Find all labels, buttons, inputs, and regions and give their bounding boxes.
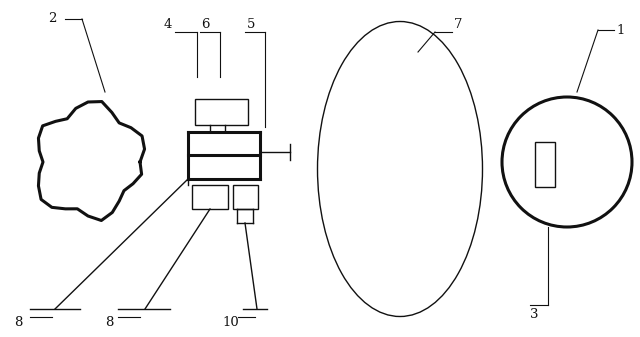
Text: 6: 6: [201, 19, 209, 31]
Text: 5: 5: [247, 19, 255, 31]
Bar: [233, 185, 258, 209]
Text: 8: 8: [105, 316, 113, 330]
Bar: [535, 142, 555, 187]
Bar: [192, 185, 228, 209]
Text: 7: 7: [454, 19, 463, 31]
Text: 3: 3: [530, 308, 538, 321]
Text: 1: 1: [616, 24, 625, 36]
Text: 8: 8: [14, 316, 22, 330]
Bar: [195, 99, 248, 125]
Text: 4: 4: [164, 19, 172, 31]
Text: 10: 10: [222, 316, 239, 330]
Text: 2: 2: [48, 12, 56, 26]
Ellipse shape: [317, 22, 483, 316]
Circle shape: [502, 97, 632, 227]
